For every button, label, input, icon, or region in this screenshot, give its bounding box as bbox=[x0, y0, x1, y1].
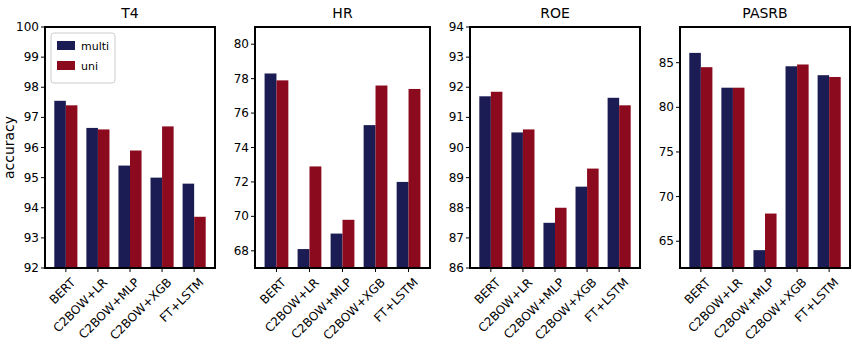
bars bbox=[265, 73, 421, 268]
bar bbox=[829, 77, 841, 268]
y-tick-label: 80 bbox=[234, 37, 249, 51]
bar bbox=[608, 98, 620, 268]
y-tick-label: 78 bbox=[234, 72, 249, 86]
y-tick-label: 94 bbox=[449, 20, 464, 34]
x-tick-label: FT+LSTM bbox=[582, 275, 632, 325]
y-tick-label: 74 bbox=[234, 141, 249, 155]
bar bbox=[733, 88, 745, 268]
y-tick-label: 98 bbox=[24, 80, 39, 94]
bar bbox=[397, 182, 409, 268]
legend: multi uni bbox=[51, 33, 115, 83]
bar bbox=[765, 214, 777, 268]
y-tick-label: 95 bbox=[24, 171, 39, 185]
y-tick-label: 70 bbox=[234, 209, 249, 223]
y-tick-label: 94 bbox=[24, 201, 39, 215]
bar bbox=[194, 217, 206, 268]
bar bbox=[721, 88, 733, 268]
y-tick-label: 65 bbox=[659, 234, 674, 248]
bar bbox=[409, 89, 421, 268]
frame bbox=[470, 27, 640, 268]
frame bbox=[680, 27, 850, 268]
y-tick-label: 93 bbox=[24, 231, 39, 245]
bar bbox=[364, 125, 376, 268]
y-tick-label: 72 bbox=[234, 175, 249, 189]
bar bbox=[343, 220, 355, 268]
bar bbox=[151, 178, 163, 268]
y-label: accuracy bbox=[1, 116, 17, 179]
bar bbox=[491, 92, 503, 268]
bar bbox=[479, 96, 491, 268]
bar bbox=[130, 151, 142, 268]
y-tick-label: 92 bbox=[449, 80, 464, 94]
bar bbox=[576, 187, 588, 268]
bar bbox=[54, 101, 66, 268]
bars bbox=[689, 53, 840, 268]
x-tick-label: FT+LSTM bbox=[792, 275, 842, 325]
bar bbox=[98, 129, 110, 268]
bar bbox=[689, 53, 701, 268]
frame bbox=[255, 27, 430, 268]
y-tick-label: 70 bbox=[659, 190, 674, 204]
legend-swatch bbox=[57, 41, 75, 50]
subplot: T4accuracyBERTC2BOW+LRC2BOW+MLPC2BOW+XGB… bbox=[1, 5, 215, 343]
y-tick-label: 87 bbox=[449, 231, 464, 245]
bar bbox=[543, 223, 555, 268]
bar bbox=[309, 166, 321, 268]
legend-swatch bbox=[57, 61, 75, 70]
y-tick-label: 85 bbox=[659, 56, 674, 70]
y-tick-label: 99 bbox=[24, 50, 39, 64]
y-tick-label: 80 bbox=[659, 100, 674, 114]
y-tick-label: 92 bbox=[24, 261, 39, 275]
frame bbox=[45, 27, 215, 268]
bar bbox=[523, 129, 535, 268]
bar bbox=[786, 66, 798, 268]
subplot: HRBERTC2BOW+LRC2BOW+MLPC2BOW+XGBFT+LSTM6… bbox=[234, 5, 430, 343]
title: PASRB bbox=[742, 5, 787, 21]
bars bbox=[54, 101, 205, 268]
bar bbox=[587, 169, 599, 268]
y-tick-label: 100 bbox=[16, 20, 39, 34]
bar bbox=[555, 208, 567, 268]
title: HR bbox=[332, 5, 353, 21]
subplot: ROEBERTC2BOW+LRC2BOW+MLPC2BOW+XGBFT+LSTM… bbox=[449, 5, 640, 343]
bar bbox=[331, 234, 343, 268]
bar bbox=[276, 80, 288, 268]
bar bbox=[511, 132, 523, 268]
legend-label: multi bbox=[81, 40, 109, 53]
bar bbox=[818, 75, 830, 268]
bar bbox=[265, 73, 277, 268]
y-tick-label: 86 bbox=[449, 261, 464, 275]
bar bbox=[619, 105, 631, 268]
bar bbox=[66, 105, 78, 268]
bar bbox=[753, 250, 765, 268]
figure: T4accuracyBERTC2BOW+LRC2BOW+MLPC2BOW+XGB… bbox=[0, 0, 852, 348]
x-tick-label: FT+LSTM bbox=[371, 275, 421, 325]
y-tick-label: 68 bbox=[234, 244, 249, 258]
bar bbox=[118, 166, 130, 268]
y-tick-label: 91 bbox=[449, 110, 464, 124]
legend-label: uni bbox=[81, 60, 98, 73]
subplot: PASRBBERTC2BOW+LRC2BOW+MLPC2BOW+XGBFT+LS… bbox=[659, 5, 850, 343]
y-tick-label: 89 bbox=[449, 171, 464, 185]
y-tick-label: 76 bbox=[234, 106, 249, 120]
legend-box bbox=[51, 33, 115, 83]
y-tick-label: 97 bbox=[24, 110, 39, 124]
y-tick-label: 93 bbox=[449, 50, 464, 64]
y-tick-label: 75 bbox=[659, 145, 674, 159]
y-tick-label: 96 bbox=[24, 141, 39, 155]
bar bbox=[298, 249, 310, 268]
bar bbox=[797, 64, 809, 268]
bar bbox=[162, 126, 174, 268]
y-tick-label: 88 bbox=[449, 201, 464, 215]
y-tick-label: 90 bbox=[449, 141, 464, 155]
title: T4 bbox=[120, 5, 139, 21]
bar bbox=[86, 128, 98, 268]
x-tick-label: FT+LSTM bbox=[157, 275, 207, 325]
bar bbox=[376, 86, 388, 268]
bar bbox=[183, 184, 195, 268]
bar bbox=[701, 67, 713, 268]
bars bbox=[479, 92, 630, 268]
title: ROE bbox=[540, 5, 570, 21]
